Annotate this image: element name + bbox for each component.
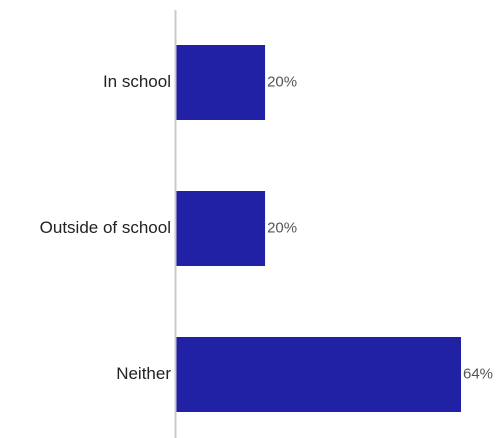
bar-1: [176, 191, 266, 266]
value-label-2: 64%: [463, 365, 493, 382]
labels-layer: In school 20% Outside of school 20% Neither 6…: [40, 72, 493, 383]
category-label-0: In school: [103, 72, 171, 91]
category-label-2: Neither: [116, 364, 171, 383]
category-label-1: Outside of school: [40, 218, 171, 237]
bar-0: [176, 45, 266, 120]
bar-2: [176, 337, 461, 412]
value-label-1: 20%: [267, 219, 297, 236]
value-label-0: 20%: [267, 73, 297, 90]
bars-layer: [176, 45, 461, 412]
